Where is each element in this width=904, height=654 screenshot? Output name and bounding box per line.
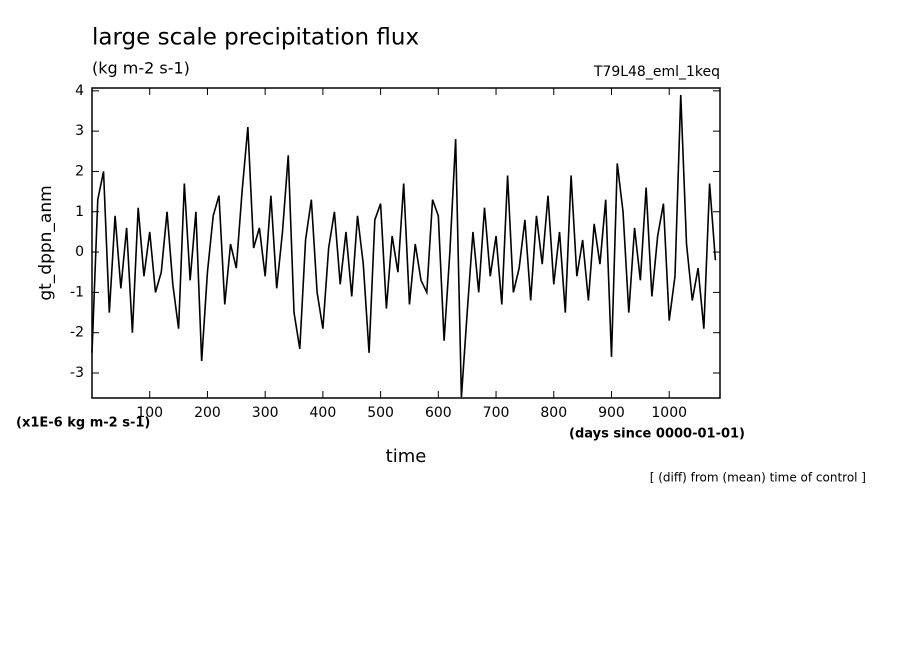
x-tick-label: 1000 [651, 405, 687, 421]
x-tick-label: 300 [252, 405, 279, 421]
x-tick-label: 100 [136, 405, 163, 421]
x-tick-label: 400 [310, 405, 337, 421]
y-tick-label: 0 [75, 244, 84, 260]
plot-frame [91, 87, 721, 399]
y-tick-label: 2 [75, 163, 84, 179]
x-tick-label: 700 [483, 405, 510, 421]
units: (kg m-2 s-1) [92, 59, 190, 78]
y-tick-label: 3 [75, 123, 84, 139]
y-axis-label: gt_dppn_anm [36, 185, 56, 300]
y-scale-label: (x1E-6 kg m-2 s-1) [16, 416, 150, 431]
y-tick-label: -3 [70, 365, 84, 381]
footnote: [ (diff) from (mean) time of control ] [650, 471, 866, 485]
y-tick-label: 1 [75, 204, 84, 220]
x-tick-label: 600 [425, 405, 452, 421]
run-label: T79L48_eml_1keq [593, 64, 720, 80]
data-line [91, 94, 717, 398]
x-tick-label: 500 [367, 405, 394, 421]
x-tick-label: 800 [540, 405, 567, 421]
y-tick-label: -2 [70, 325, 84, 341]
x-tick-label: 200 [194, 405, 221, 421]
x-axis-label: time [386, 446, 427, 467]
x-units-label: (days since 0000-01-01) [569, 427, 745, 442]
chart-title: large scale precipitation flux [92, 25, 419, 51]
y-tick-label: -1 [70, 284, 84, 300]
x-tick-label: 900 [598, 405, 625, 421]
y-tick-label: 4 [75, 83, 84, 99]
